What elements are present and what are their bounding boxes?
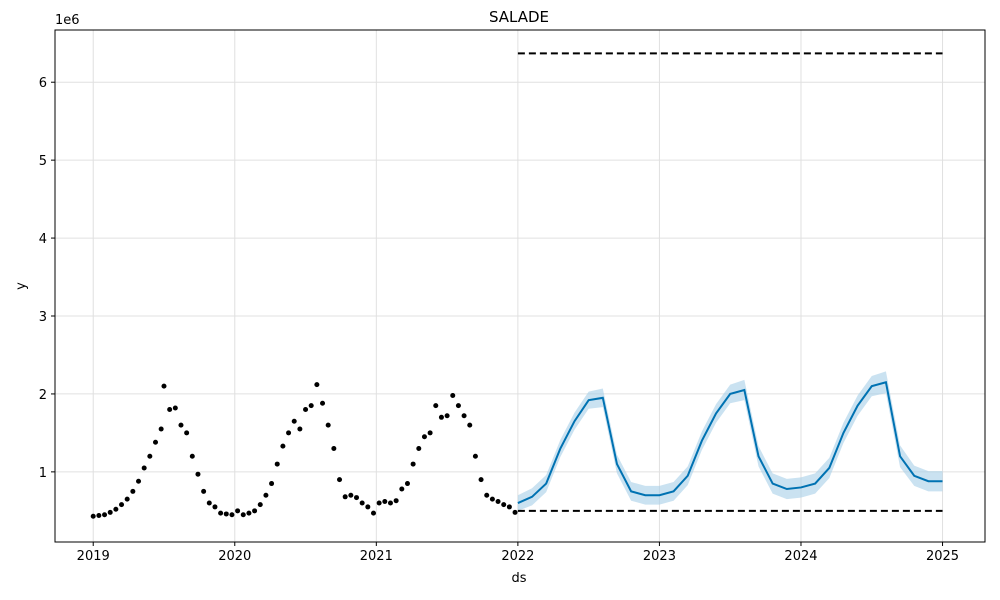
x-tick-label: 2021 [360,549,393,564]
observed-point [229,512,235,518]
observed-point [393,498,399,504]
observed-point [382,498,388,504]
observed-point [147,453,153,459]
observed-point [433,403,439,409]
x-tick-label: 2022 [501,549,534,564]
y-tick-label: 2 [39,388,47,403]
observed-point [410,461,416,467]
observed-point [218,510,224,516]
chart-title: SALADE [489,8,549,26]
observed-point [90,513,96,519]
observed-point [280,443,286,449]
observed-point [359,500,365,506]
observed-point [96,513,102,519]
x-tick-label: 2020 [218,549,251,564]
observed-point [119,502,125,508]
x-tick-label: 2023 [643,549,676,564]
observed-point [467,422,473,428]
x-tick-label: 2024 [784,549,817,564]
observed-point [113,506,119,512]
observed-point [512,509,518,515]
y-tick-label: 1 [39,466,47,481]
y-tick-label: 3 [39,310,47,325]
observed-point [184,430,190,436]
observed-point [201,488,207,494]
x-tick-label: 2025 [926,549,959,564]
observed-point [354,495,360,501]
observed-point [240,512,246,518]
observed-point [303,407,309,413]
observed-point [308,403,314,409]
observed-point [223,511,229,517]
observed-point [365,504,371,510]
observed-point [153,439,159,445]
observed-point [484,492,490,498]
y-axis-label: y [14,282,29,290]
observed-point [158,426,164,432]
observed-point [348,492,354,498]
uncertainty-band [517,371,943,511]
observed-point [387,500,393,506]
y-tick-label: 5 [39,154,47,169]
observed-point [404,481,410,487]
observed-point [252,508,258,514]
observed-point [506,504,512,510]
observed-point [444,413,450,419]
observed-point [263,492,269,498]
observed-point [297,426,303,432]
observed-point [455,403,461,409]
observed-point [337,477,343,483]
observed-point [399,486,405,492]
observed-point [461,413,467,419]
observed-point [107,509,113,515]
observed-point [314,382,320,388]
observed-point [325,422,331,428]
observed-point [269,481,275,487]
observed-point [478,477,484,483]
observed-point [472,453,478,459]
y-offset-label: 1e6 [55,13,80,28]
observed-point [286,430,292,436]
x-tick-label: 2019 [77,549,110,564]
observed-point [212,504,218,510]
observed-point [167,407,173,413]
observed-point [501,502,507,508]
observed-point [416,445,422,451]
observed-point [495,498,501,504]
observed-point [274,461,280,467]
observed-point [141,465,147,471]
observed-point [206,500,212,506]
x-axis-label: ds [511,571,526,586]
observed-point [342,494,348,500]
y-tick-label: 6 [39,76,47,91]
observed-point [161,383,167,389]
observed-point [320,400,326,406]
observed-point [450,392,456,398]
plot-frame [54,29,986,543]
observed-point [136,478,142,484]
forecast-line [517,380,943,504]
observed-point [130,488,136,494]
observed-point [257,502,263,508]
observed-point [178,422,184,428]
observed-point [172,405,178,411]
observed-point [421,434,427,440]
observed-point [489,496,495,502]
observed-point [376,500,382,506]
y-tick-label: 4 [39,232,47,247]
observed-point [246,510,252,516]
observed-point [189,453,195,459]
observed-point [124,496,130,502]
observed-point [102,512,108,518]
observed-point [427,430,433,436]
observed-point [370,510,376,516]
observed-point [438,414,444,420]
observed-point [331,445,337,451]
observed-point [291,418,297,424]
observed-point [235,508,241,514]
observed-point [195,471,201,477]
